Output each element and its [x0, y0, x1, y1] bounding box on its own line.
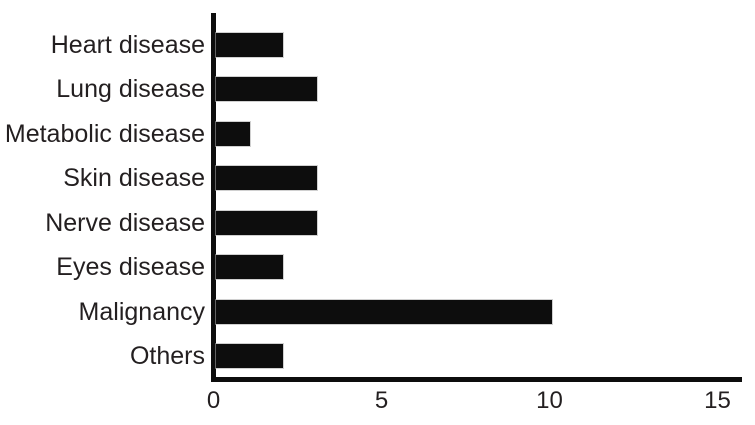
category-label: Heart disease	[50, 31, 205, 59]
x-tick-label: 5	[374, 387, 389, 414]
y-axis-line	[211, 13, 216, 382]
category-label: Skin disease	[63, 164, 205, 193]
bar	[216, 77, 317, 102]
bar	[216, 166, 317, 191]
category-label: Others	[129, 342, 205, 370]
x-tick-label: 15	[704, 387, 731, 414]
x-axis-line	[211, 377, 742, 382]
category-label: Metabolic disease	[4, 119, 205, 148]
bar	[216, 121, 250, 146]
category-label: Eyes disease	[56, 253, 205, 282]
bar	[216, 33, 284, 57]
category-label: Nerve disease	[45, 208, 205, 237]
bar	[216, 210, 317, 235]
bar	[216, 344, 284, 368]
bar	[216, 255, 284, 280]
category-label: Malignancy	[78, 297, 205, 326]
category-label: Lung disease	[56, 75, 205, 104]
x-tick-label: 0	[206, 387, 221, 414]
bar	[216, 299, 552, 324]
x-tick-label: 10	[536, 387, 563, 414]
